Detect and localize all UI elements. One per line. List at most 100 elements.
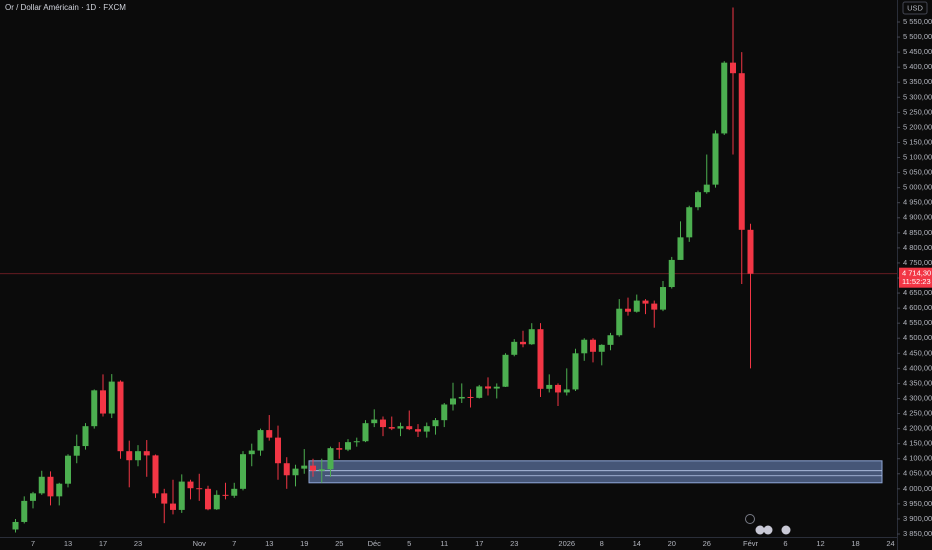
x-tick-label: 23	[134, 539, 142, 548]
candle-body	[406, 426, 413, 430]
candle-body	[450, 398, 456, 405]
candle-body	[240, 454, 246, 489]
candle-body	[82, 426, 89, 447]
candle-body	[213, 494, 220, 510]
x-tick-label: 24	[886, 539, 894, 548]
candle-body	[467, 396, 474, 398]
y-tick-label: 4 000,00	[903, 484, 932, 493]
candle-body	[143, 451, 150, 456]
y-tick-label: 5 500,00	[903, 32, 932, 41]
y-tick-label: 4 850,00	[903, 228, 932, 237]
y-tick-label: 3 950,00	[903, 499, 932, 508]
y-tick-label: 5 550,00	[903, 17, 932, 26]
x-tick-label: 12	[816, 539, 824, 548]
candle-body	[336, 448, 343, 450]
candle-body	[555, 384, 561, 393]
currency[interactable]: USD	[907, 3, 923, 12]
candle-body	[502, 354, 509, 387]
y-tick-label: 5 000,00	[903, 183, 932, 192]
y-tick-label: 4 050,00	[903, 469, 932, 478]
candle-body	[161, 493, 168, 504]
y-tick-label: 4 250,00	[903, 409, 932, 418]
event-icon[interactable]	[781, 525, 791, 535]
candle-body	[677, 237, 684, 260]
candle-body	[703, 184, 710, 193]
candle-body	[117, 381, 124, 452]
candle-body	[738, 73, 745, 230]
candle-body	[747, 229, 754, 274]
event-icon[interactable]	[755, 525, 765, 535]
candle-body	[91, 390, 98, 427]
candle-body	[135, 451, 141, 461]
y-tick-label: 5 450,00	[903, 47, 932, 56]
y-tick-label: 4 100,00	[903, 454, 932, 463]
candle-body	[100, 390, 106, 414]
candle-body	[170, 503, 176, 510]
candle-body	[520, 341, 526, 345]
candle-body	[633, 300, 640, 312]
candle-body	[73, 446, 80, 456]
candle-body	[257, 430, 264, 451]
last-price-label: 4 714,30	[902, 269, 931, 278]
candle-body	[108, 381, 115, 414]
x-tick-label: 6	[783, 539, 787, 548]
candle-body	[590, 339, 596, 352]
candle-body	[152, 455, 159, 494]
candle-body	[441, 404, 448, 421]
candle-body	[625, 308, 631, 312]
candle-body	[511, 341, 518, 355]
candle-body	[248, 450, 255, 455]
event-icons	[745, 514, 791, 535]
candle-body	[301, 465, 308, 469]
candle-body	[660, 287, 666, 310]
candle-body	[423, 426, 430, 432]
x-tick-label: 23	[510, 539, 518, 548]
candle-body	[21, 500, 28, 522]
candle-body	[222, 494, 229, 496]
y-tick-label: 5 100,00	[903, 153, 932, 162]
x-tick-label: 2026	[558, 539, 575, 548]
candle-body	[65, 455, 71, 484]
event-icon[interactable]	[763, 525, 773, 535]
currency-box[interactable]	[902, 1, 928, 15]
candle-body	[546, 384, 553, 389]
x-tick-label: 13	[265, 539, 273, 548]
candle-body	[616, 308, 623, 336]
y-tick-label: 5 350,00	[903, 77, 932, 86]
y-tick-label: 4 300,00	[903, 393, 932, 402]
candle-body	[721, 62, 728, 134]
zone-box	[308, 460, 883, 484]
x-tick-label: 20	[668, 539, 676, 548]
y-tick-label: 5 300,00	[903, 92, 932, 101]
y-tick-label: 5 250,00	[903, 107, 932, 116]
candle-body	[196, 488, 203, 490]
y-tick-label: 4 550,00	[903, 318, 932, 327]
candle-body	[415, 429, 421, 432]
y-tick-label: 4 450,00	[903, 348, 932, 357]
y-tick-label: 4 900,00	[903, 213, 932, 222]
x-tick-label: 5	[407, 539, 411, 548]
zone	[308, 460, 883, 484]
y-tick-label: 4 950,00	[903, 198, 932, 207]
candle-body	[476, 386, 483, 398]
candle-body	[528, 329, 535, 345]
candle-body	[598, 344, 605, 352]
candle-body	[327, 448, 334, 470]
y-tick-label: 4 800,00	[903, 243, 932, 252]
last-price-box	[899, 267, 932, 288]
candle-body	[371, 419, 378, 424]
y-tick-label: 4 600,00	[903, 303, 932, 312]
candle-body	[493, 386, 500, 389]
candle-body	[581, 339, 588, 354]
y-tick-label: 4 150,00	[903, 439, 932, 448]
countdown: 11:52:23	[902, 277, 931, 286]
candle-body	[432, 420, 439, 427]
candle-body	[178, 481, 185, 510]
x-tick-label: 8	[600, 539, 604, 548]
candle-body	[380, 419, 386, 428]
event-icon[interactable]	[745, 514, 755, 524]
candle-body	[30, 493, 36, 501]
y-tick-label: 4 350,00	[903, 378, 932, 387]
